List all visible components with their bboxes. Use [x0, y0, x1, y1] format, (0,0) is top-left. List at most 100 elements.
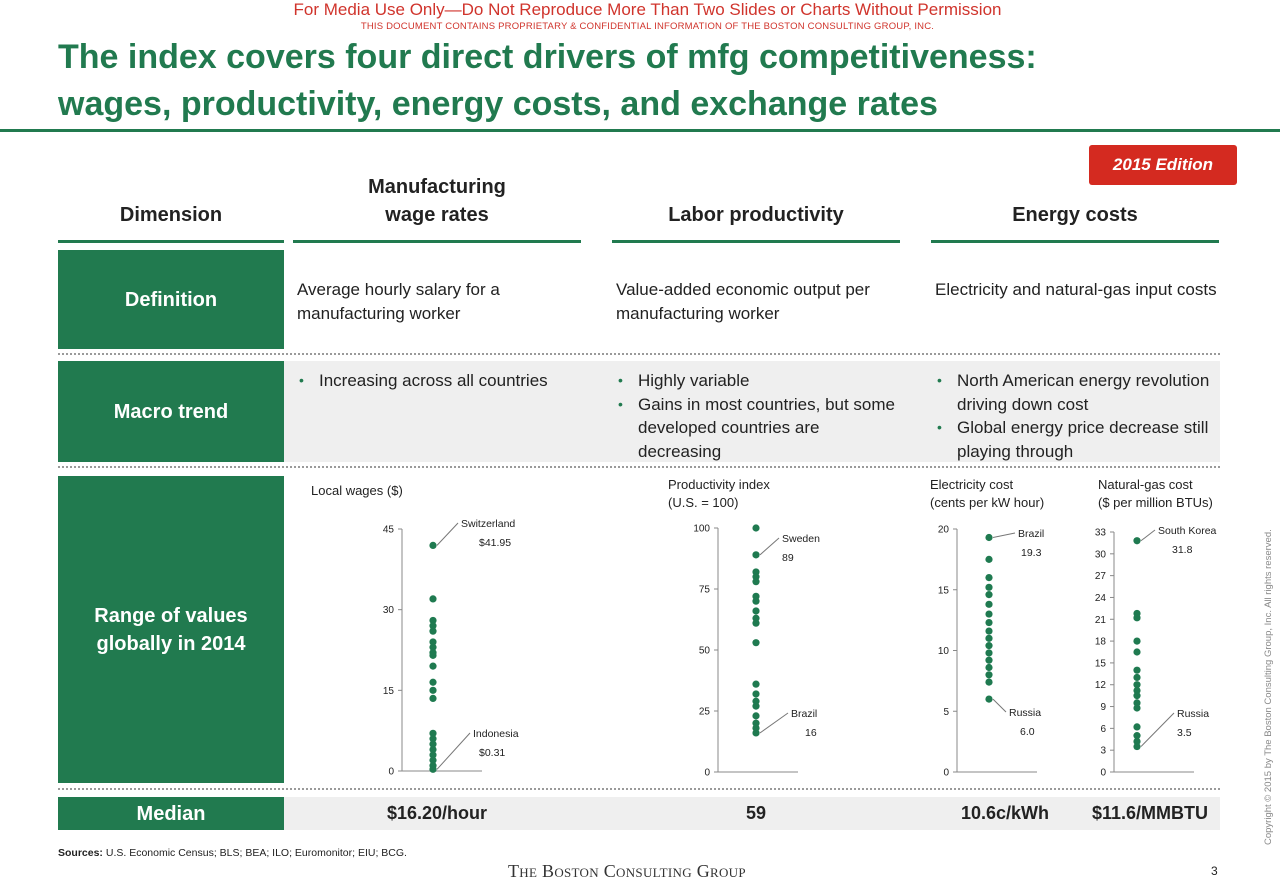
- y-tick-label: 50: [699, 646, 711, 657]
- macro-trend-productivity: Highly variable Gains in most countries,…: [616, 369, 900, 463]
- data-point: [985, 591, 993, 599]
- y-tick-label: 0: [704, 768, 710, 779]
- y-tick-label: 18: [1095, 637, 1107, 648]
- data-point: [752, 578, 760, 586]
- annotation-value: 16: [805, 727, 817, 739]
- data-point: [1133, 681, 1141, 689]
- annotation-value: 19.3: [1021, 547, 1042, 559]
- row-label-definition: Definition: [58, 250, 284, 349]
- annotation-leader: [759, 712, 789, 734]
- data-point: [985, 695, 993, 703]
- y-tick-label: 15: [938, 585, 950, 596]
- chart-title: Local wages ($): [311, 483, 403, 498]
- data-point: [752, 597, 760, 605]
- edition-badge: 2015 Edition: [1089, 145, 1237, 185]
- page-number: 3: [1211, 864, 1218, 878]
- data-point: [429, 651, 437, 659]
- header-wage-rates-line-1: Manufacturing: [368, 176, 506, 198]
- slide-title: The index covers four direct drivers of …: [58, 34, 1258, 128]
- y-tick-label: 3: [1100, 746, 1106, 757]
- data-point: [752, 619, 760, 627]
- data-point: [985, 583, 993, 591]
- bullet-item: Increasing across all countries: [297, 369, 577, 393]
- header-rule-productivity: [612, 240, 900, 243]
- macro-trend-wages: Increasing across all countries: [297, 369, 577, 393]
- media-notice: For Media Use Only—Do Not Reproduce More…: [293, 0, 1002, 19]
- annotation-value: 89: [782, 552, 794, 564]
- y-tick-label: 100: [693, 524, 710, 535]
- data-point: [429, 686, 437, 694]
- annotation-leader: [436, 522, 459, 546]
- data-point: [752, 551, 760, 559]
- data-point: [752, 729, 760, 737]
- chart-title-line-1: Natural-gas cost: [1098, 477, 1193, 492]
- data-point: [429, 627, 437, 635]
- data-point: [429, 662, 437, 670]
- data-point: [985, 600, 993, 608]
- annotation-label: Russia: [1009, 707, 1041, 719]
- y-tick-label: 21: [1095, 615, 1107, 626]
- annotation-leader: [992, 698, 1007, 713]
- y-tick-label: 0: [943, 768, 949, 779]
- annotation-value: $0.31: [479, 747, 505, 759]
- y-tick-label: 30: [383, 605, 395, 616]
- definition-energy: Electricity and natural-gas input costs: [935, 280, 1217, 299]
- row-separator: [58, 353, 1220, 355]
- bcg-logo: The Boston Consulting Group: [508, 861, 746, 881]
- bullet-item: Highly variable: [616, 369, 900, 393]
- data-point: [429, 678, 437, 686]
- y-tick-label: 0: [1100, 768, 1106, 779]
- sources-text: U.S. Economic Census; BLS; BEA; ILO; Eur…: [102, 847, 407, 859]
- data-point: [429, 756, 437, 764]
- data-point: [1133, 648, 1141, 656]
- data-point: [429, 745, 437, 754]
- data-point: [429, 622, 437, 630]
- slide-title-line-2: wages, productivity, energy costs, and e…: [58, 85, 938, 123]
- data-point: [752, 702, 760, 710]
- definition-productivity: Value-added economic output per manufact…: [616, 280, 870, 323]
- annotation-label: South Korea: [1158, 525, 1217, 537]
- annotation-value: $41.95: [479, 537, 511, 549]
- data-point: [429, 751, 437, 759]
- data-point: [985, 671, 993, 679]
- y-tick-label: 75: [699, 585, 711, 596]
- data-point: [429, 694, 437, 702]
- data-point: [1133, 666, 1141, 674]
- y-tick-label: 33: [1095, 528, 1107, 539]
- y-tick-label: 20: [938, 525, 950, 536]
- median-gas: $11.6/MMBTU: [1091, 803, 1209, 823]
- annotation-label: Brazil: [1018, 528, 1044, 540]
- data-point: [752, 690, 760, 698]
- data-point: [985, 574, 993, 582]
- header-rule-dimension: [58, 240, 284, 243]
- data-point: [752, 680, 760, 688]
- data-point: [985, 533, 993, 542]
- data-point: [985, 649, 993, 657]
- annotation-value: 6.0: [1020, 726, 1035, 738]
- data-point: [429, 765, 437, 773]
- annotation-leader: [1140, 529, 1156, 542]
- header-energy-costs: Energy costs: [1012, 204, 1138, 226]
- data-point: [1133, 686, 1141, 695]
- data-point: [985, 610, 993, 618]
- row-separator: [58, 466, 1220, 468]
- data-point: [1133, 742, 1141, 751]
- annotation-label: Sweden: [782, 533, 820, 545]
- chart-productivity-index: Productivity index (U.S. = 100) 0 25 50 75 100…: [668, 477, 820, 779]
- confidentiality-notice: THIS DOCUMENT CONTAINS PROPRIETARY & CON…: [360, 21, 935, 32]
- row-separator: [58, 788, 1220, 790]
- row-label-macro-trend: Macro trend: [58, 361, 284, 462]
- row-label-median: Median: [58, 797, 284, 830]
- annotation-leader: [759, 537, 780, 556]
- data-point: [429, 595, 437, 603]
- y-tick-label: 27: [1095, 571, 1107, 582]
- y-tick-label: 0: [388, 767, 394, 778]
- y-tick-label: 6: [1100, 724, 1106, 735]
- y-tick-label: 15: [1095, 658, 1107, 669]
- data-point: [1133, 732, 1141, 740]
- annotation-value: 31.8: [1172, 544, 1193, 556]
- sources-note: Sources: U.S. Economic Census; BLS; BEA;…: [58, 847, 407, 859]
- data-point: [1133, 537, 1141, 545]
- bullet-item: Gains in most countries, but some develo…: [616, 393, 900, 464]
- median-wages: $16.20/hour: [386, 803, 488, 823]
